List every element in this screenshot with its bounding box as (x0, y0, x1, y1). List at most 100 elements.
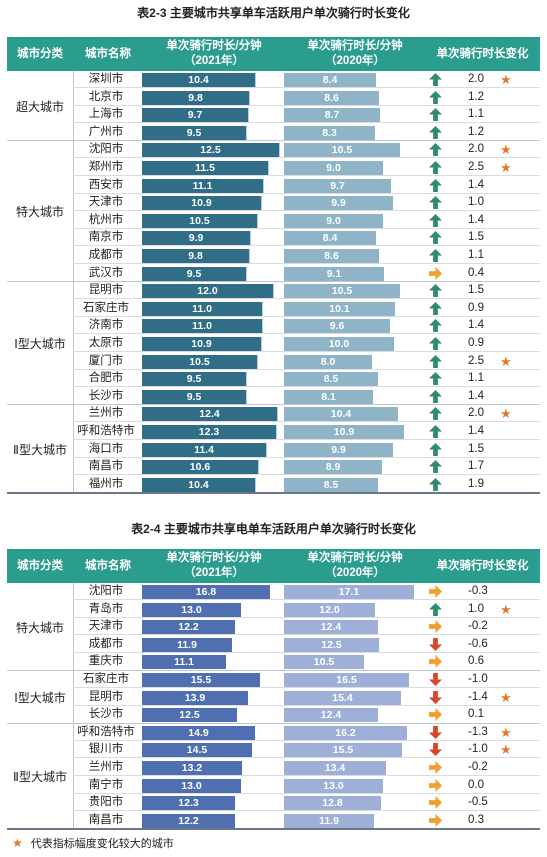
table-row: 天津市 12.2 12.4 -0.2 (73, 618, 540, 636)
arrow-right-icon (429, 813, 442, 827)
city-name: 石家庄市 (83, 673, 129, 685)
row-divider (73, 368, 540, 370)
star-icon: ★ (500, 353, 512, 369)
group-label: Ⅱ型大城市 (13, 770, 67, 785)
table-row: 重庆市 11.1 10.5 0.6 (73, 653, 540, 670)
bar-2020: 10.4 (284, 407, 398, 422)
table-row: 南宁市 13.0 13.0 0.0 (73, 777, 540, 794)
arrow-up-icon (429, 73, 442, 86)
bar-2020: 10.1 (284, 301, 395, 316)
change-value: 2.0 (468, 407, 484, 420)
change-value: 1.5 (468, 442, 484, 455)
column-divider (73, 71, 74, 494)
table-row: 南京市 9.9 8.4 1.5 (73, 229, 540, 247)
table-row: 银川市 14.5 15.5 -1.0 ★ (73, 741, 540, 759)
row-divider (73, 775, 540, 776)
bar-2020: 10.5 (284, 655, 364, 670)
table-row: 长沙市 9.5 8.1 1.4 (73, 388, 540, 405)
bar-2020: 9.0 (284, 161, 383, 175)
row-divider (73, 192, 540, 194)
bar-2021: 14.9 (142, 725, 255, 740)
table-row: 兰州市 13.2 13.4 -0.2 (73, 759, 540, 776)
header-2020: 单次骑行时长/分钟 （2020年） (285, 37, 425, 71)
star-icon: ★ (500, 142, 512, 158)
change-value: 2.0 (468, 73, 484, 85)
bar-2020: 12.0 (284, 602, 375, 617)
change-value: 0.9 (468, 301, 484, 314)
change-value: 1.0 (468, 196, 484, 209)
footnote-text: 代表指标幅度变化较大的城市 (30, 838, 174, 850)
arrow-up-icon (429, 143, 442, 157)
bar-2020: 8.7 (284, 108, 380, 123)
table-row: 西安市 11.1 9.7 1.4 (73, 177, 540, 194)
row-divider (73, 456, 540, 458)
row-divider (73, 386, 540, 388)
header-category: 城市分类 (17, 47, 63, 60)
header-2021-line1: 单次骑行时长/分钟 (166, 40, 262, 52)
footnote: ★ 代表指标幅度变化较大的城市 (12, 835, 174, 851)
arrow-up-icon (429, 249, 442, 262)
city-name: 长沙市 (88, 708, 124, 721)
change-value: 0.4 (468, 266, 484, 279)
change-value: 0.3 (468, 813, 484, 826)
table-row: 贵阳市 12.3 12.8 -0.5 (73, 794, 540, 812)
city-name: 武汉市 (88, 266, 124, 279)
bar-2021: 14.5 (142, 743, 252, 758)
change-value: 1.4 (468, 425, 484, 437)
row-divider (73, 245, 540, 247)
arrow-right-icon (429, 655, 442, 669)
bar-2020: 13.0 (284, 778, 383, 793)
table-title: 表2-3 主要城市共享单车活跃用户单次骑行时长变化 (137, 6, 410, 20)
row-divider (73, 634, 540, 636)
group-divider (7, 722, 540, 724)
bar-2021: 9.5 (142, 372, 247, 387)
bar-2021: 15.5 (142, 673, 260, 687)
arrow-right-icon (429, 708, 442, 722)
header-2020: 单次骑行时长/分钟 （2020年） (285, 549, 425, 583)
row-divider (73, 810, 540, 812)
row-divider (73, 175, 540, 176)
table-row: 合肥市 9.5 8.5 1.1 (73, 370, 540, 388)
table-row: 厦门市 10.5 8.0 2.5 ★ (73, 353, 540, 370)
change-value: 0.0 (468, 778, 484, 791)
header-change: 单次骑行时长变化 (436, 47, 529, 60)
arrow-up-icon (429, 284, 442, 298)
table-row: 呼和浩特市 14.9 16.2 -1.3 ★ (73, 724, 540, 741)
change-value: 0.1 (468, 708, 484, 721)
arrow-down-icon (429, 690, 442, 704)
bar-2021: 12.3 (142, 796, 235, 811)
arrow-up-icon (429, 301, 442, 315)
group-label: Ⅱ型大城市 (13, 442, 67, 457)
arrow-up-icon (429, 354, 442, 368)
arrow-up-icon (429, 460, 442, 474)
change-value: -1.0 (468, 743, 488, 756)
city-name: 贵阳市 (88, 796, 124, 809)
row-divider (73, 315, 540, 317)
group-divider (7, 828, 540, 831)
city-name: 石家庄市 (83, 301, 129, 314)
arrow-down-icon (429, 725, 442, 739)
bar-2021: 13.9 (142, 690, 248, 705)
bar-2021: 10.4 (142, 477, 256, 492)
change-value: 1.1 (468, 372, 484, 385)
row-divider (73, 351, 540, 352)
arrow-up-icon (429, 213, 442, 227)
city-name: 福州市 (88, 477, 124, 490)
arrow-up-icon (429, 389, 442, 403)
table-row: 济南市 11.0 9.6 1.4 (73, 317, 540, 335)
star-icon: ★ (500, 406, 512, 422)
bar-2020: 17.1 (284, 585, 414, 599)
change-value: 2.5 (468, 161, 484, 173)
bar-2020: 8.9 (284, 460, 382, 475)
table-row: 昆明市 12.0 10.5 1.5 (73, 282, 540, 300)
city-name: 成都市 (88, 637, 124, 650)
table-row: 深圳市 10.4 8.4 2.0 ★ (73, 71, 540, 88)
arrow-right-icon (429, 266, 442, 280)
arrow-up-icon (429, 196, 442, 210)
bar-2021: 11.4 (142, 442, 267, 457)
bar-2020: 12.4 (284, 620, 378, 635)
change-value: -0.5 (468, 796, 488, 809)
bar-2021: 9.5 (142, 125, 247, 140)
row-divider (73, 87, 540, 88)
bar-2020: 12.4 (284, 708, 378, 723)
